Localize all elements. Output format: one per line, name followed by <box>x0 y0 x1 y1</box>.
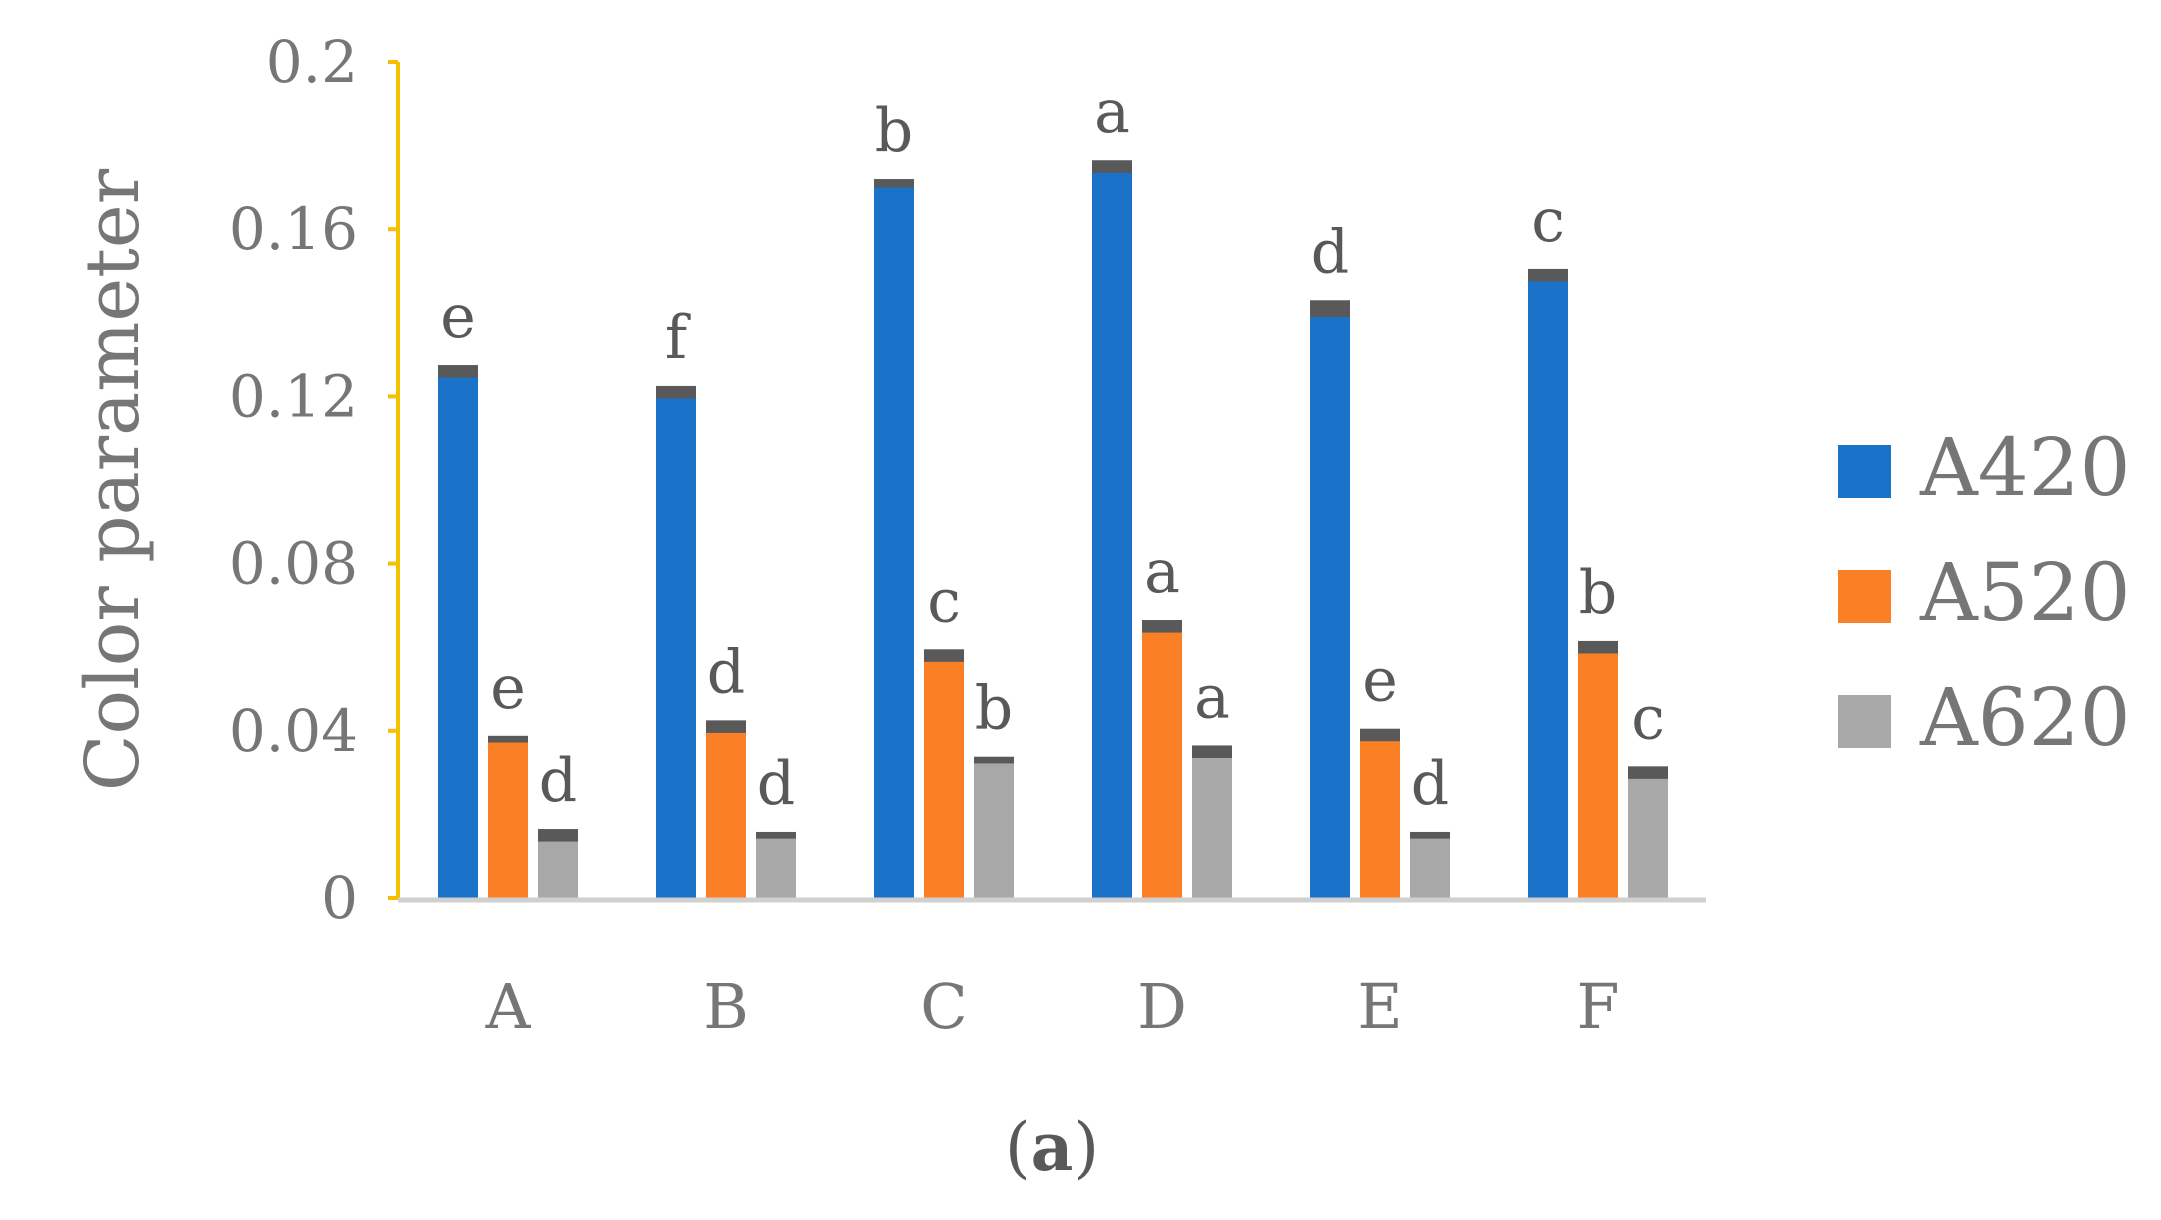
bar-a620-d <box>1192 751 1232 898</box>
bar-a520-d <box>1142 626 1182 898</box>
error-bar-a520-e <box>1360 728 1400 742</box>
significance-letter-a620-c: b <box>975 674 1013 744</box>
bar-a420-f <box>1528 275 1568 898</box>
y-tick-label: 0.16 <box>229 195 358 263</box>
error-bar-a620-f <box>1628 766 1668 779</box>
bar-a520-e <box>1360 734 1400 898</box>
legend-label-a620: A620 <box>1919 671 2130 764</box>
error-bar-a420-f <box>1528 268 1568 282</box>
error-bar-a620-a <box>538 829 578 842</box>
significance-letter-a420-e: d <box>1311 217 1349 287</box>
y-tick-label: 0.04 <box>229 697 358 765</box>
significance-letter-a420-a: e <box>440 282 476 352</box>
error-bar-a520-b <box>706 720 746 733</box>
significance-letter-a620-e: d <box>1411 749 1449 819</box>
error-bar-a520-f <box>1578 640 1618 654</box>
legend-swatch-a420 <box>1838 445 1891 498</box>
legend-swatch-a620 <box>1838 695 1891 748</box>
error-bar-a520-c <box>924 649 964 662</box>
bar-a420-a <box>438 371 478 898</box>
significance-letter-a520-c: c <box>927 566 961 636</box>
legend: A420 A520 A620 <box>1838 421 2130 764</box>
significance-letter-a620-a: d <box>539 746 577 816</box>
bar-a520-c <box>924 655 964 898</box>
caption-letter: a <box>1031 1108 1074 1186</box>
bars-layer <box>438 160 1668 899</box>
error-bar-a520-d <box>1142 620 1182 633</box>
x-category-label: C <box>920 970 967 1043</box>
error-bar-a420-b <box>656 385 696 399</box>
bar-a520-f <box>1578 647 1618 898</box>
figure-caption: (a) <box>1005 1108 1099 1186</box>
y-tick-label: 0.12 <box>229 362 358 430</box>
bar-a620-c <box>974 760 1014 898</box>
bar-a520-a <box>488 739 528 898</box>
significance-letter-a520-a: e <box>490 653 526 723</box>
error-bar-a520-a <box>488 735 528 743</box>
significance-letter-a620-f: c <box>1631 683 1665 753</box>
x-category-label: E <box>1357 970 1402 1043</box>
significance-letter-a620-b: d <box>757 749 795 819</box>
error-bar-a620-c <box>974 756 1014 764</box>
x-category-label: F <box>1576 970 1619 1043</box>
error-bar-a620-e <box>1410 831 1450 839</box>
error-bar-a620-b <box>756 831 796 839</box>
significance-letter-a520-f: b <box>1579 558 1617 628</box>
legend-swatch-a520 <box>1838 570 1891 623</box>
bar-a620-f <box>1628 772 1668 898</box>
bar-a620-b <box>756 835 796 898</box>
x-category-label: A <box>485 970 532 1043</box>
error-bar-a620-d <box>1192 745 1232 758</box>
bar-a620-e <box>1410 835 1450 898</box>
axes-layer <box>388 60 1706 903</box>
bar-a420-c <box>874 183 914 899</box>
error-bar-a420-a <box>438 365 478 378</box>
x-category-label: D <box>1137 970 1187 1043</box>
error-bar-a420-c <box>874 179 914 188</box>
bar-a520-b <box>706 726 746 898</box>
error-bar-a420-d <box>1092 160 1132 173</box>
error-bar-a420-e <box>1310 300 1350 317</box>
significance-letter-a520-d: a <box>1144 537 1180 607</box>
caption-close-paren: ) <box>1073 1109 1099 1186</box>
y-tick-label: 0 <box>321 864 358 932</box>
significance-letter-a420-c: b <box>875 96 913 166</box>
bar-a620-a <box>538 835 578 898</box>
bar-a420-d <box>1092 166 1132 898</box>
bar-a420-e <box>1310 308 1350 898</box>
significance-letter-a620-d: a <box>1194 662 1230 732</box>
legend-label-a520: A520 <box>1919 546 2130 639</box>
bar-a420-b <box>656 392 696 898</box>
x-category-label: B <box>703 970 749 1043</box>
significance-letter-a520-b: d <box>707 637 745 707</box>
significance-letter-a420-b: f <box>665 303 691 373</box>
significance-letter-a420-d: a <box>1094 77 1130 147</box>
significance-letter-a520-e: e <box>1362 646 1398 716</box>
significance-letter-a420-f: c <box>1531 186 1565 256</box>
y-axis-title: Color parameter <box>70 168 156 791</box>
legend-label-a420: A420 <box>1919 421 2130 514</box>
y-tick-label: 0.08 <box>229 530 358 598</box>
y-tick-label: 0.2 <box>266 28 358 96</box>
caption-open-paren: ( <box>1005 1109 1031 1186</box>
